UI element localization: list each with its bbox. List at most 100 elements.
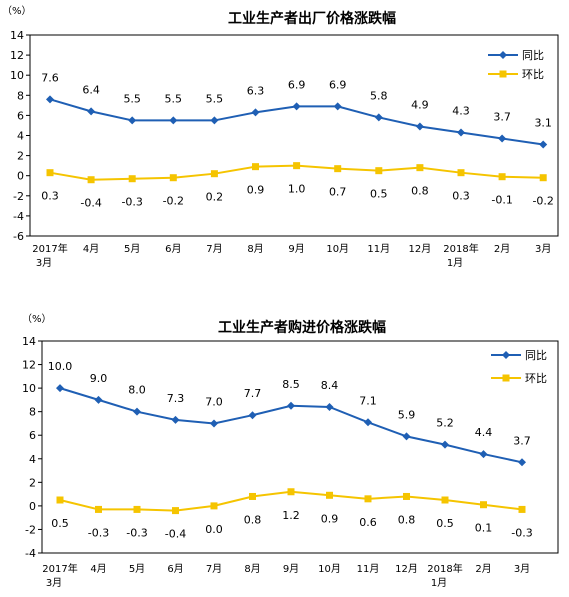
data-label-mom: 0.1 [475, 522, 493, 535]
data-label-yoy: 8.4 [321, 379, 339, 392]
data-point-yoy [441, 440, 449, 449]
data-label-yoy: 7.7 [244, 387, 262, 400]
x-tick-label: 8月 [244, 563, 260, 575]
y-tick-label: -4 [13, 210, 24, 223]
data-point-mom [334, 165, 342, 173]
legend-marker-yoy [502, 351, 510, 359]
data-point-yoy [402, 432, 411, 441]
data-label-mom: 0.7 [329, 186, 347, 199]
x-tick-label: 9月 [283, 563, 299, 575]
data-label-mom: 0.0 [205, 523, 223, 536]
data-point-yoy [325, 402, 334, 411]
data-point-mom [133, 505, 141, 513]
data-point-mom [416, 164, 424, 172]
legend-marker-yoy [499, 51, 507, 59]
legend-label-mom: 环比 [522, 68, 544, 81]
data-point-mom [287, 488, 295, 496]
x-tick-label-line2: 3月 [36, 257, 52, 269]
x-tick-label: 2018年 [443, 242, 478, 255]
data-point-yoy [292, 102, 301, 111]
x-tick-label: 7月 [206, 243, 222, 255]
y-tick-label: -6 [13, 230, 24, 243]
data-point-yoy [87, 107, 96, 116]
data-point-mom [249, 492, 256, 500]
data-label-yoy: 5.2 [436, 417, 454, 430]
data-label-mom: 1.2 [282, 509, 300, 522]
data-label-mom: -0.2 [532, 195, 553, 208]
data-point-mom [169, 174, 177, 182]
data-point-mom [87, 176, 95, 184]
data-point-yoy [169, 116, 178, 125]
data-label-yoy: 6.4 [82, 83, 100, 96]
y-tick-label: 2 [17, 150, 24, 163]
x-tick-label: 4月 [83, 243, 99, 255]
data-label-yoy: 8.5 [282, 378, 300, 391]
y-tick-label: 2 [29, 476, 36, 489]
data-point-yoy [128, 116, 137, 125]
x-tick-label: 2月 [494, 243, 510, 255]
data-label-yoy: 4.3 [452, 104, 470, 117]
x-tick-label: 3月 [535, 243, 551, 255]
legend-label-yoy: 同比 [522, 49, 544, 62]
y-tick-label: 12 [10, 49, 24, 62]
data-label-yoy: 7.0 [205, 395, 223, 408]
x-tick-label: 9月 [288, 243, 304, 255]
data-point-mom [293, 162, 301, 170]
data-point-yoy [94, 395, 103, 404]
x-tick-label: 5月 [129, 563, 145, 575]
data-point-mom [457, 169, 465, 177]
data-point-yoy [171, 415, 180, 424]
x-tick-label: 2月 [475, 563, 491, 575]
data-point-mom [128, 175, 136, 183]
y-tick-label: 8 [29, 406, 36, 419]
data-point-yoy [374, 113, 383, 122]
data-label-mom: 0.8 [411, 185, 429, 198]
x-tick-label-line2: 1月 [447, 257, 463, 269]
data-point-yoy [498, 134, 507, 143]
x-tick-label: 2017年 [32, 242, 67, 255]
data-label-yoy: 3.1 [534, 117, 552, 130]
data-label-yoy: 7.1 [359, 394, 377, 407]
data-label-mom: -0.4 [80, 197, 101, 210]
data-point-mom [480, 501, 487, 509]
x-tick-label: 3月 [514, 563, 530, 575]
data-label-mom: 0.5 [51, 517, 69, 530]
x-tick-label: 8月 [247, 243, 263, 255]
data-label-mom: 0.6 [359, 516, 377, 529]
y-tick-label: 8 [17, 89, 24, 102]
data-label-mom: -0.1 [491, 194, 512, 207]
data-label-yoy: 6.9 [329, 78, 347, 91]
data-point-yoy [364, 418, 372, 427]
data-label-mom: 0.3 [452, 190, 470, 203]
data-label-mom: 0.8 [398, 513, 416, 526]
data-point-mom [95, 505, 102, 513]
data-point-mom [375, 167, 383, 175]
x-tick-label: 6月 [165, 243, 181, 255]
x-tick-label: 10月 [318, 563, 341, 575]
data-point-yoy [133, 407, 141, 416]
x-tick-label: 12月 [409, 243, 432, 255]
y-tick-label: 4 [17, 130, 24, 143]
data-label-mom: 0.9 [247, 184, 265, 197]
y-tick-label: 4 [29, 453, 36, 466]
data-point-yoy [415, 122, 424, 131]
data-point-yoy [248, 411, 257, 420]
y-tick-label: 6 [29, 429, 36, 442]
data-label-yoy: 4.4 [475, 426, 493, 439]
data-point-yoy [333, 102, 342, 111]
legend-marker-mom [499, 70, 507, 78]
data-point-yoy [251, 108, 260, 117]
data-label-mom: -0.3 [88, 526, 109, 539]
x-tick-label: 12月 [395, 563, 418, 575]
data-label-mom: 0.3 [41, 190, 59, 203]
y-tick-label: -2 [25, 523, 36, 536]
data-point-mom [364, 495, 372, 503]
data-label-yoy: 7.6 [41, 71, 59, 84]
x-tick-label: 2017年 [42, 562, 77, 575]
data-point-mom [56, 496, 64, 504]
data-point-mom [210, 502, 218, 510]
data-label-yoy: 8.0 [128, 384, 146, 397]
plot-frame [41, 340, 559, 554]
data-point-yoy [518, 458, 526, 467]
y-tick-label: 6 [17, 109, 24, 122]
